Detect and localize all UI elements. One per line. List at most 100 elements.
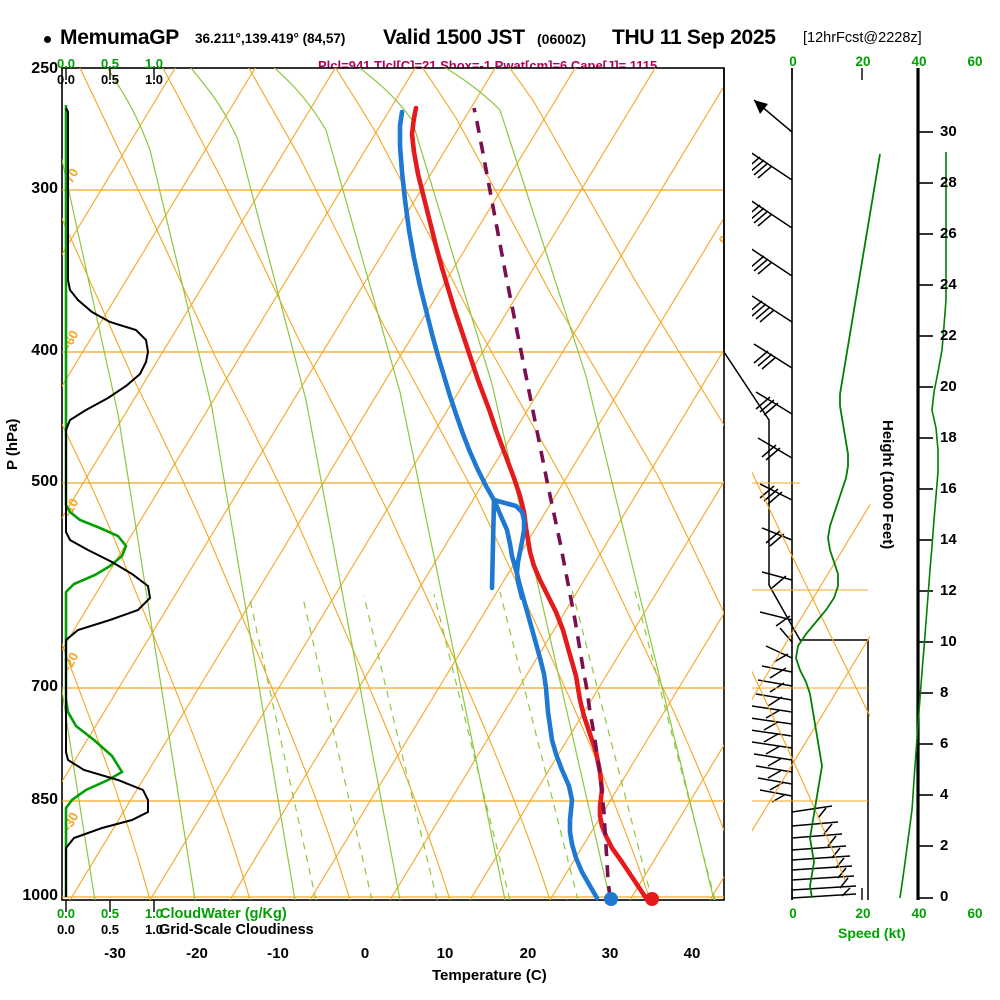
dry-adiabat-lines — [62, 68, 724, 900]
skewt-plot-frame — [61, 67, 725, 901]
wind-barb — [761, 665, 793, 679]
wind-barb — [753, 753, 793, 767]
wind-panel-boundary — [723, 351, 869, 900]
pressure-tick: 250 — [31, 60, 58, 77]
wind-barb — [757, 437, 793, 461]
wind-barb-panel — [723, 68, 869, 900]
parcel-curve — [472, 107, 612, 899]
height-tick: 28 — [940, 174, 957, 191]
wind-barb — [752, 295, 793, 323]
speed-tick-top: 0 — [789, 54, 797, 69]
cloudiness-profile — [65, 107, 152, 897]
wind-barb — [779, 627, 793, 643]
header: MemumaGP 36.211°,139.419° (84,57) Valid … — [0, 26, 1000, 52]
wind-barb — [753, 343, 793, 370]
temperature-tick: -20 — [186, 945, 208, 962]
temperature-tick: 0 — [360, 945, 370, 962]
wind-barb — [759, 483, 793, 505]
valid-time-zulu: (0600Z) — [537, 31, 587, 47]
cloudiness-axis-label: Grid-Scale Cloudiness — [159, 922, 314, 938]
wind-barb — [752, 717, 793, 731]
wind-barb — [765, 645, 793, 663]
wind-barb — [752, 705, 793, 719]
cloudwater-tick-bottom: 1.0 — [144, 906, 164, 921]
wind-barb — [761, 571, 793, 589]
station-name: MemumaGP — [60, 26, 179, 49]
dewpoint-curve-upper — [491, 497, 527, 601]
temperature-curve — [409, 105, 649, 901]
cloudiness-tick: 0.0 — [56, 72, 76, 87]
speed-tick-bottom: 60 — [967, 906, 983, 921]
svg-text:5: 5 — [419, 904, 436, 916]
cloudiness-tick-bottom: 0.0 — [56, 922, 76, 937]
wind-barb — [753, 99, 793, 133]
temperature-tick: 30 — [601, 945, 619, 962]
wind-barb — [761, 527, 793, 547]
skewt-grid: 2 3 5 8 12 20 -70 -60 -10 -20 -30 0 10 2… — [62, 68, 837, 916]
pressure-tick: 300 — [31, 180, 58, 197]
height-tick: 30 — [940, 123, 957, 140]
height-tick: 4 — [940, 786, 949, 803]
speed-tick-bottom: 20 — [855, 906, 871, 921]
speed-axis-ticks-top — [791, 68, 863, 80]
temperature-tick: -30 — [104, 945, 126, 962]
height-green-trace — [899, 152, 947, 899]
speed-axis-label: Speed (kt) — [838, 925, 906, 941]
pressure-tick: 500 — [31, 473, 58, 490]
height-tick: 0 — [940, 888, 949, 905]
cloudwater-axis-label: CloudWater (g/Kg) — [160, 906, 287, 922]
height-tick: 12 — [940, 582, 957, 599]
wind-barb — [755, 693, 793, 707]
temperature-tick: -10 — [267, 945, 289, 962]
height-tick: 22 — [940, 327, 957, 344]
height-tick: 8 — [940, 684, 949, 701]
speed-tick-bottom: 0 — [789, 906, 797, 921]
cloudwater-tick: 0.0 — [56, 56, 76, 71]
speed-tick-top: 40 — [911, 54, 927, 69]
height-tick: 2 — [940, 837, 949, 854]
height-tick: 10 — [940, 633, 957, 650]
cloudiness-axis-ticks — [65, 900, 155, 912]
pressure-tick: 850 — [31, 791, 58, 808]
cloudwater-tick: 1.0 — [144, 56, 164, 71]
valid-time: Valid 1500 JST — [383, 26, 525, 49]
wind-barb — [752, 152, 793, 181]
cloudiness-tick-bottom: 1.0 — [144, 922, 164, 937]
wind-barb — [752, 741, 793, 755]
svg-text:2: 2 — [297, 904, 314, 916]
speed-tick-top: 20 — [855, 54, 871, 69]
wind-barb — [755, 391, 793, 416]
wind-barb — [752, 200, 793, 229]
height-tick: 18 — [940, 429, 957, 446]
station-bullet-icon — [44, 36, 51, 43]
height-tick: 26 — [940, 225, 957, 242]
pressure-tick: 1000 — [22, 887, 58, 904]
height-axis-label: Height (1000 Feet) — [879, 420, 896, 550]
speed-tick-bottom: 40 — [911, 906, 927, 921]
wind-barbs — [752, 99, 857, 899]
pressure-tick: 700 — [31, 678, 58, 695]
wind-barb — [791, 833, 843, 847]
temperature-tick: 20 — [519, 945, 537, 962]
wind-barb — [791, 893, 857, 899]
mixing-ratio-lines — [249, 587, 716, 900]
pressure-axis-label: P (hPa) — [4, 418, 21, 470]
height-axis-ticks — [918, 131, 933, 899]
cloudwater-axis-ticks-top — [65, 68, 155, 80]
height-tick: 6 — [940, 735, 949, 752]
wind-barb — [752, 729, 793, 743]
temperature-tick: 10 — [436, 945, 454, 962]
wind-barb — [752, 248, 793, 277]
wind-barb — [755, 765, 793, 779]
wind-barb — [791, 821, 839, 835]
station-coordinates: 36.211°,139.419° (84,57) — [195, 31, 346, 46]
svg-text:3: 3 — [353, 904, 370, 916]
speed-tick-top: 60 — [967, 54, 983, 69]
pressure-tick: 400 — [31, 342, 58, 359]
cloudiness-tick: 0.5 — [100, 72, 120, 87]
cloudwater-tick-bottom: 0.5 — [100, 906, 120, 921]
svg-text:0: 0 — [715, 233, 732, 246]
svg-text:20: 20 — [817, 460, 837, 480]
surface-dewpoint-marker — [604, 892, 618, 906]
